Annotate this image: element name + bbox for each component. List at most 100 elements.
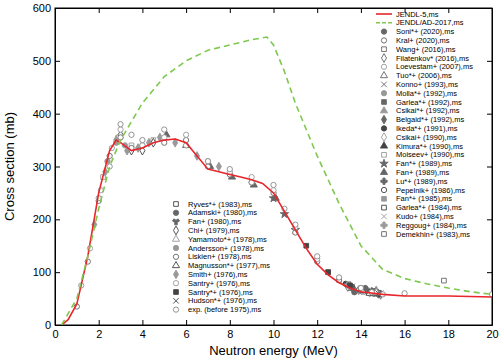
legend-symbol xyxy=(380,159,388,167)
legend-label: Csikai+ (1990),ms xyxy=(396,133,457,142)
legend-symbol xyxy=(381,178,387,184)
legend-entry: Smith+ (1976),ms xyxy=(173,270,247,279)
legend-label: Santry+ (1976),ms xyxy=(188,279,250,288)
legend-symbol xyxy=(382,100,387,105)
series xyxy=(101,135,156,179)
legend-label: Yamamoto*+ (1978),ms xyxy=(188,235,267,244)
legend-symbol xyxy=(173,210,178,215)
legend-label: Kudo+ (1984),ms xyxy=(396,212,454,221)
tick-mark xyxy=(317,320,318,325)
legend-label: JENDL-5,ms xyxy=(396,10,439,19)
tick-label: 0 xyxy=(45,319,51,331)
legend-symbol xyxy=(173,307,178,312)
tick-label: 600 xyxy=(33,2,51,14)
legend-label: Andersson+ (1978),ms xyxy=(188,244,264,253)
point xyxy=(358,285,363,290)
tick xyxy=(487,114,492,115)
tick-label: 18 xyxy=(443,328,455,340)
legend-symbol xyxy=(380,107,387,113)
tick-mark xyxy=(55,272,60,273)
tick-mark xyxy=(487,167,492,168)
tick-mark xyxy=(55,114,60,115)
legend-symbol xyxy=(381,29,386,34)
legend-symbol xyxy=(381,64,386,69)
axis-line xyxy=(492,9,493,326)
tick-label: 4 xyxy=(140,328,146,340)
legend-entry: Fan*+ (1989),ms xyxy=(380,159,453,168)
legend-entry: Santry+ (1976),ms xyxy=(173,279,250,288)
legend-label: Tuo*+ (2006),ms xyxy=(396,71,452,80)
legend-symbol xyxy=(381,126,386,131)
tick xyxy=(487,325,492,326)
legend-entry: Kral+ (2020),ms xyxy=(381,36,449,45)
point xyxy=(271,182,276,187)
tick: 4 xyxy=(140,320,146,340)
legend-label: Garlea*+ (1992),ms xyxy=(396,98,462,107)
point xyxy=(205,159,210,164)
tick-mark xyxy=(55,219,60,220)
legend-entry: Moiseev+ (1990),ms xyxy=(382,150,465,159)
y-axis-title: Cross section (mb) xyxy=(2,112,17,221)
tick-mark xyxy=(186,8,187,13)
legend-symbol xyxy=(173,226,178,235)
legend-label: Filatenkov* (2016),ms xyxy=(396,54,469,63)
tick xyxy=(274,8,275,13)
legend-symbol xyxy=(173,281,178,286)
tick-label: 300 xyxy=(33,161,51,173)
legend-entry: Fan+ (1989),ms xyxy=(380,168,449,177)
tick-mark xyxy=(448,8,449,13)
legend-entry: Wang+ (2016),ms xyxy=(382,45,456,54)
tick-label: 500 xyxy=(33,55,51,67)
tick: 100 xyxy=(33,266,60,278)
tick: 0 xyxy=(45,319,60,331)
tick-label: 8 xyxy=(227,328,233,340)
x-axis: 02468101214161820 xyxy=(52,320,498,340)
point xyxy=(315,254,320,259)
legend-symbol xyxy=(382,152,387,157)
legend-entry: Loevestam+ (2007),ms xyxy=(381,62,473,71)
axis-line xyxy=(56,325,493,326)
tick: 10 xyxy=(268,320,280,340)
legend-label: Magnusson*+ (1977),ms xyxy=(188,261,270,270)
legend-entry: Konno+ (1993),ms xyxy=(381,80,458,89)
legend-symbol xyxy=(382,196,387,201)
legend-entry: Reggoug+ (1984),ms xyxy=(381,221,467,230)
legend-symbol xyxy=(173,219,180,225)
tick xyxy=(487,272,492,273)
point xyxy=(442,278,447,283)
legend-label: Csikai*+ (1992),ms xyxy=(396,106,460,115)
point xyxy=(216,162,221,171)
legend-symbol xyxy=(380,71,387,77)
series xyxy=(96,122,492,297)
legend-symbol xyxy=(382,205,387,210)
legend-symbol xyxy=(173,245,178,250)
legend-entry: Ikeda*+ (1991),ms xyxy=(381,124,457,133)
tick-label: 20 xyxy=(486,328,498,340)
tick-mark xyxy=(274,8,275,13)
x-axis-title: Neutron energy (MeV) xyxy=(209,343,338,358)
tick-label: 10 xyxy=(268,328,280,340)
legend-entry: Andersson+ (1978),ms xyxy=(173,244,264,253)
legend-label: Fan+ (1980),ms xyxy=(188,217,241,226)
legend-entry: Soni*+ (2020),ms xyxy=(381,27,454,36)
legend: JENDL-5,msJENDL/AD-2017,msSoni*+ (2020),… xyxy=(172,10,473,315)
legend-symbol xyxy=(381,187,386,192)
legend-label: Adamski+ (1980),ms xyxy=(188,208,257,217)
legend-label: Lu*+ (1989),ms xyxy=(396,177,448,186)
legend-entry: JENDL/AD-2017,ms xyxy=(376,18,464,27)
line xyxy=(62,37,492,325)
tick-mark xyxy=(317,8,318,13)
tick-mark xyxy=(487,272,492,273)
legend-label: Fan+ (1989),ms xyxy=(396,168,449,177)
point xyxy=(336,275,341,280)
legend-label: Ikeda*+ (1991),ms xyxy=(396,124,458,133)
tick: 18 xyxy=(443,320,455,340)
legend-symbol xyxy=(173,254,178,259)
legend-entry: Hudson*+ (1976),ms xyxy=(173,296,257,305)
legend-label: Hudson*+ (1976),ms xyxy=(188,296,257,305)
legend-symbol xyxy=(173,298,179,304)
point xyxy=(227,166,232,171)
tick-mark xyxy=(55,8,60,9)
tick-mark xyxy=(487,114,492,115)
tick-mark xyxy=(274,320,275,325)
